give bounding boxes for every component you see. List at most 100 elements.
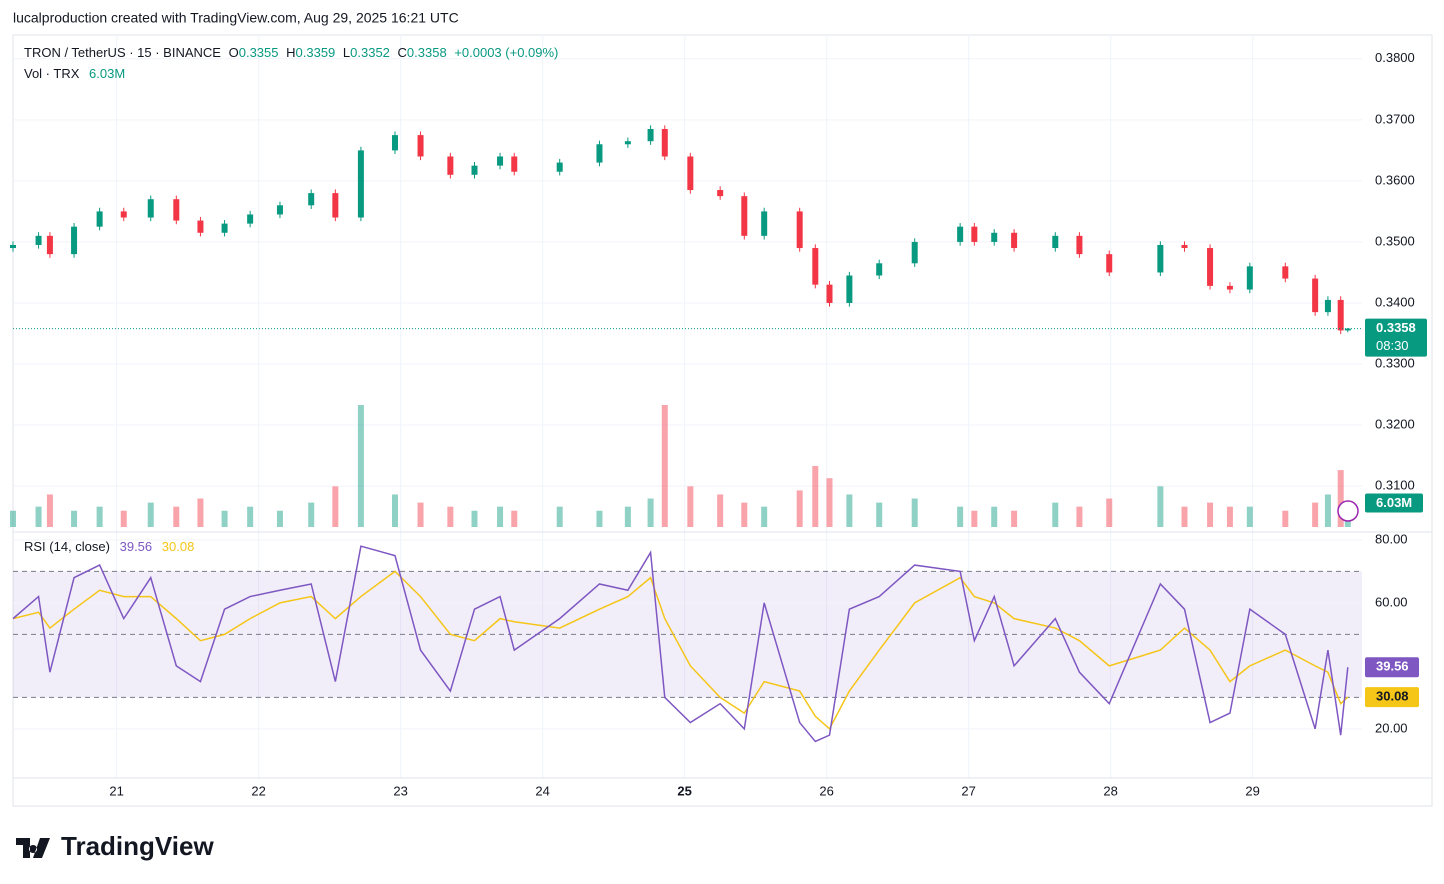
- volume-bar: [1207, 502, 1214, 527]
- volume-bar: [417, 502, 424, 527]
- volume-bar: [332, 486, 339, 527]
- rsi-ma-badge-value: 30.08: [1376, 689, 1409, 704]
- logo-icon: [16, 838, 50, 858]
- volume-bar: [276, 510, 283, 527]
- candle-body: [357, 150, 364, 218]
- volume-bar: [826, 478, 833, 527]
- price-badge-value: 0.3358: [1376, 320, 1416, 335]
- h-label: H: [286, 45, 295, 60]
- candle-body: [197, 220, 204, 233]
- candle-body: [1337, 299, 1344, 331]
- volume-bar: [357, 405, 364, 527]
- candle-body: [96, 211, 103, 227]
- y-tick-label: 0.3600: [1375, 172, 1415, 187]
- candle-body: [1312, 278, 1319, 313]
- volume-bar: [1157, 486, 1164, 527]
- rsi-tick-label: 20.00: [1375, 720, 1408, 735]
- volume-bar: [497, 506, 504, 527]
- volume-bar: [957, 506, 964, 527]
- volume-bar: [71, 510, 78, 527]
- candle-body: [596, 144, 603, 163]
- y-tick-label: 0.3800: [1375, 50, 1415, 65]
- volume-bar: [876, 502, 883, 527]
- volume-bar: [741, 502, 748, 527]
- volume-badge: [1365, 493, 1423, 513]
- candle-body: [1076, 235, 1083, 255]
- volume-bar: [391, 494, 398, 527]
- candle-body: [1282, 266, 1289, 279]
- candle-body: [497, 156, 504, 166]
- brand: TradingView: [61, 831, 214, 861]
- volume-bar: [197, 498, 204, 527]
- rsi-ma-last: 30.08: [162, 539, 195, 554]
- candle-body: [647, 129, 654, 142]
- x-tick-label: 28: [1103, 783, 1117, 798]
- y-tick-label: 0.3100: [1375, 478, 1415, 493]
- x-tick-label: 24: [535, 783, 549, 798]
- volume-bar: [1337, 470, 1344, 527]
- volume-bar: [1052, 502, 1059, 527]
- candle-body: [556, 162, 563, 172]
- volume-bar: [812, 466, 819, 527]
- volume-bar: [1011, 510, 1018, 527]
- grid: [13, 35, 1432, 779]
- candle-body: [221, 223, 228, 233]
- rsi-name: RSI (14, close): [24, 539, 110, 554]
- volume-bar: [796, 490, 803, 527]
- y-tick-label: 0.3400: [1375, 294, 1415, 309]
- candle-body: [1052, 235, 1059, 249]
- volume-bar: [173, 506, 180, 527]
- candle-body: [1157, 244, 1164, 273]
- candle-body: [741, 196, 748, 236]
- volume-bar: [717, 494, 724, 527]
- candle-body: [661, 129, 668, 157]
- volume-bar: [46, 494, 53, 527]
- volume-bar: [596, 510, 603, 527]
- c-value: 0.3358: [407, 45, 447, 60]
- candle-body: [971, 226, 978, 242]
- volume-bar: [1312, 502, 1319, 527]
- volume-bar: [991, 506, 998, 527]
- volume-bar: [1076, 506, 1083, 527]
- candle-body: [1106, 254, 1113, 273]
- candle-body: [511, 156, 518, 172]
- x-tick-label: 29: [1245, 783, 1259, 798]
- rsi-tick-label: 60.00: [1375, 594, 1408, 609]
- volume-name: Vol · TRX: [24, 66, 80, 81]
- candle-body: [717, 190, 724, 197]
- volume-bar: [971, 510, 978, 527]
- candle-body: [247, 214, 254, 224]
- candle-body: [147, 199, 154, 218]
- volume-bar: [1246, 506, 1253, 527]
- volume-bar: [846, 494, 853, 527]
- candle-body: [876, 263, 883, 276]
- candle-body: [35, 235, 42, 245]
- o-label: O: [229, 45, 239, 60]
- volume-legend: Vol · TRX 6.03M: [24, 66, 125, 81]
- candle-body: [10, 244, 16, 249]
- candle-body: [332, 193, 339, 218]
- volume-bar: [687, 486, 694, 527]
- candle-body: [46, 235, 53, 255]
- candle-body: [1246, 266, 1253, 290]
- candle-body: [687, 156, 694, 191]
- candle-body: [796, 211, 803, 249]
- l-label: L: [343, 45, 350, 60]
- ohlc-legend: TRON / TetherUS · 15 · BINANCE O0.3355 H…: [24, 45, 558, 60]
- volume-bar: [911, 498, 918, 527]
- price-badge: [1365, 318, 1427, 357]
- candle-body: [1181, 244, 1188, 249]
- candle-body: [1011, 232, 1018, 249]
- c-label: C: [398, 45, 407, 60]
- volume-bar: [1324, 494, 1331, 527]
- alert-icon: [1337, 500, 1359, 522]
- symbol: TRON / TetherUS · 15 · BINANCE: [24, 45, 221, 60]
- candle-body: [1324, 299, 1331, 313]
- volume-bar: [247, 506, 254, 527]
- price-badge-countdown: 08:30: [1376, 338, 1409, 353]
- o-value: 0.3355: [239, 45, 279, 60]
- candle-body: [826, 284, 833, 303]
- rsi-last: 39.56: [120, 539, 153, 554]
- volume-bar: [96, 506, 103, 527]
- volume-bar: [661, 405, 668, 527]
